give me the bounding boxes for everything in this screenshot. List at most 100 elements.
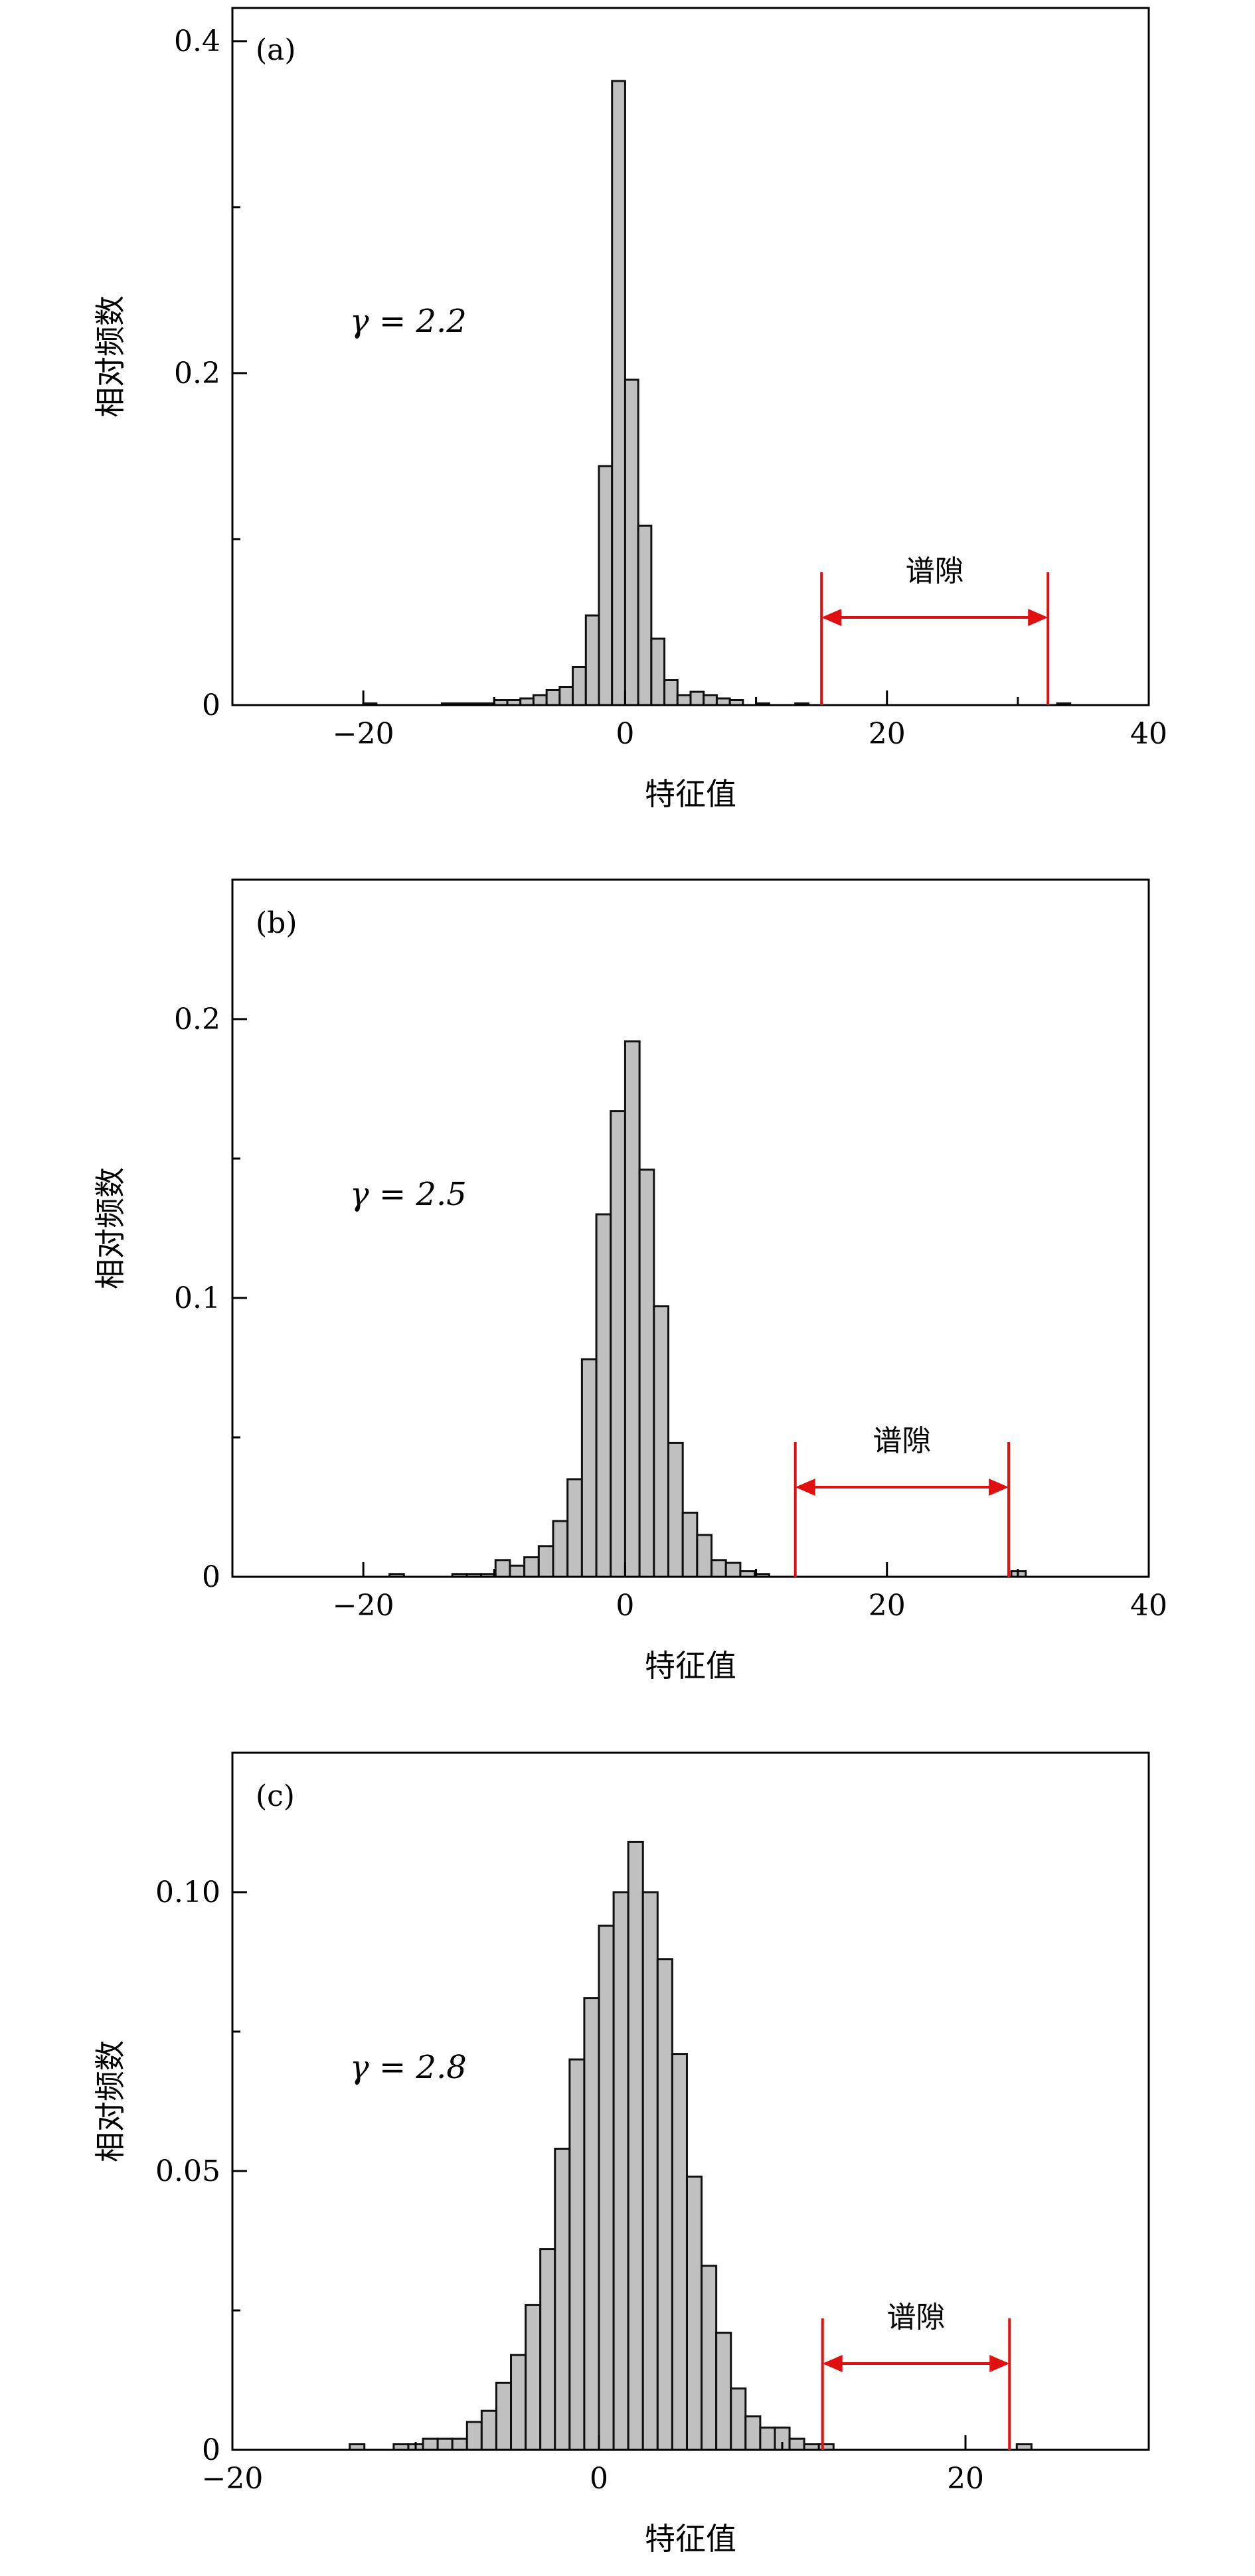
y-tick-label: 0 xyxy=(202,2433,220,2467)
histogram-bar xyxy=(554,2147,571,2451)
histogram-bar xyxy=(724,1562,742,1578)
histogram-bar xyxy=(641,1891,659,2451)
histogram-bar xyxy=(510,2354,527,2451)
x-tick-label: 40 xyxy=(1130,1589,1167,1623)
y-tick-label: 0 xyxy=(202,1560,220,1594)
gap-arrowhead-right xyxy=(989,2355,1010,2372)
histogram-bar xyxy=(685,2175,703,2451)
histogram-bar xyxy=(624,1040,641,1578)
x-tick-label: −20 xyxy=(333,717,394,751)
x-tick-label: −20 xyxy=(202,2462,264,2496)
gap-label: 谱隙 xyxy=(906,554,964,588)
histogram-bar xyxy=(598,1924,615,2451)
histogram-bar xyxy=(532,694,548,706)
histogram-bar xyxy=(624,378,639,706)
histogram-bar xyxy=(558,686,574,706)
histogram-bar xyxy=(663,679,679,706)
gap-arrowhead-right xyxy=(1028,609,1048,626)
histogram-bar xyxy=(480,2409,497,2451)
gamma-annotation: γ = 2.2 xyxy=(350,303,467,340)
histogram-bar xyxy=(598,465,614,706)
x-tick-label: 40 xyxy=(1130,717,1167,751)
histogram-bar xyxy=(494,1559,511,1578)
panel-label: (b) xyxy=(256,906,297,940)
histogram-bar xyxy=(537,1545,554,1578)
histogram-bar xyxy=(436,2437,454,2451)
histogram-bar xyxy=(744,2415,762,2451)
y-tick-label: 0.10 xyxy=(155,1876,220,1909)
histogram-bar xyxy=(422,2437,439,2451)
histogram-bar xyxy=(650,637,666,706)
x-axis-title: 特征值 xyxy=(645,2521,736,2557)
histogram-bar xyxy=(523,1556,540,1578)
histogram-bar xyxy=(584,614,600,706)
histogram-bar xyxy=(495,2381,513,2451)
histogram-bar xyxy=(465,2421,483,2451)
histogram-bar xyxy=(568,2058,586,2451)
panel-label: (c) xyxy=(256,1779,295,1813)
histogram-bar xyxy=(583,1997,600,2451)
histogram-bar xyxy=(572,666,587,706)
histogram-bar xyxy=(681,1511,699,1578)
y-tick-label: 0 xyxy=(202,688,220,722)
gap-arrowhead-right xyxy=(989,1479,1009,1496)
histogram-bar xyxy=(730,2387,747,2451)
gamma-annotation: γ = 2.5 xyxy=(350,1176,467,1213)
plot-frame xyxy=(231,1751,1150,2451)
histogram-bar xyxy=(451,2437,468,2451)
histogram-bar xyxy=(689,690,705,706)
panel-label: (a) xyxy=(256,33,296,67)
y-axis-title: 相对频数 xyxy=(92,295,128,418)
panel-0: −20 0 20 40 0 0.2 0.4 特征值 相对频数 (a) γ = 2.2 谱隙 xyxy=(92,7,1167,812)
histogram-bar xyxy=(525,2304,542,2451)
y-tick-label: 0.2 xyxy=(174,1003,220,1036)
histogram-bar xyxy=(509,1564,526,1578)
gamma-annotation: γ = 2.8 xyxy=(350,2049,467,2086)
histogram-bar xyxy=(653,1305,669,1578)
histogram-bar xyxy=(656,1958,673,2451)
histogram-bar xyxy=(539,2248,556,2451)
gap-arrowhead-left xyxy=(795,1479,815,1496)
histogram-bar xyxy=(612,1891,629,2451)
x-tick-label: 0 xyxy=(616,1589,634,1623)
gap-arrowhead-left xyxy=(821,609,842,626)
plot-frame xyxy=(231,7,1150,706)
histogram-bar xyxy=(545,689,561,706)
histogram-bar xyxy=(676,694,692,706)
histogram-bar xyxy=(566,1478,583,1578)
histogram-bar xyxy=(611,80,626,706)
x-tick-label: 20 xyxy=(869,717,906,751)
gap-label: 谱隙 xyxy=(886,2300,945,2334)
x-tick-label: 20 xyxy=(869,1589,906,1623)
histogram-bar xyxy=(552,1520,569,1578)
y-tick-label: 0.2 xyxy=(174,357,220,390)
histogram-bar xyxy=(627,1840,644,2451)
histogram-bar xyxy=(610,1110,626,1578)
histogram-bar xyxy=(703,694,718,706)
y-tick-label: 0.05 xyxy=(155,2154,220,2188)
histogram-bar xyxy=(788,2437,805,2451)
plot-frame xyxy=(231,878,1150,1578)
histogram-bar xyxy=(696,1534,713,1578)
y-tick-label: 0.1 xyxy=(174,1281,220,1315)
histogram-bar xyxy=(580,1358,598,1578)
panel-1: −20 0 20 40 0 0.1 0.2 特征值 相对频数 (b) γ = 2.5 谱隙 xyxy=(92,878,1167,1684)
gap-label: 谱隙 xyxy=(873,1424,931,1458)
gap-arrowhead-left xyxy=(822,2355,843,2372)
histogram-bar xyxy=(667,1441,684,1578)
histogram-bar xyxy=(715,2332,732,2451)
y-axis-title: 相对频数 xyxy=(92,1167,128,1289)
x-axis-title: 特征值 xyxy=(645,776,736,812)
x-tick-label: 0 xyxy=(590,2462,608,2496)
x-axis-title: 特征值 xyxy=(645,1648,736,1684)
y-axis-title: 相对频数 xyxy=(92,2040,128,2162)
histogram-bar xyxy=(711,1559,727,1578)
x-tick-label: −20 xyxy=(333,1589,394,1623)
histogram-bar xyxy=(701,2265,718,2451)
histogram-bar xyxy=(759,2426,776,2451)
histogram-bar xyxy=(595,1213,612,1578)
x-tick-label: 20 xyxy=(947,2462,984,2496)
